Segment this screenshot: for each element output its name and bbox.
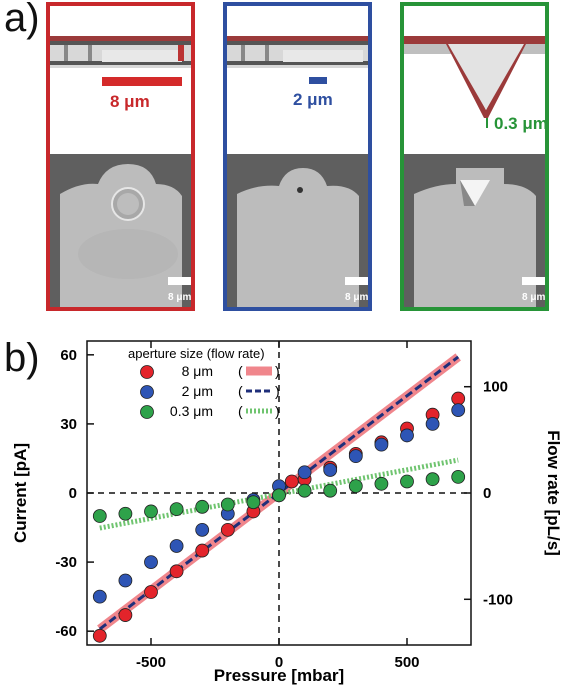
legend-paren-close: ) (275, 403, 280, 419)
data-point-series-1 (348, 449, 363, 464)
data-point-series-1 (425, 417, 440, 431)
cross-section-diagram: 0.3 μm (404, 6, 545, 154)
legend-label: 8 μm (182, 363, 213, 379)
data-point-series-2 (92, 509, 107, 523)
y-tick-label: 60 (60, 347, 77, 364)
aperture-size-label: 0.3 μm (494, 114, 548, 133)
y-tick-label: -60 (55, 623, 77, 640)
panel-a-label: a) (4, 0, 40, 40)
data-point-series-2 (195, 499, 210, 514)
data-point-series-1 (323, 463, 338, 477)
data-point-series-1 (92, 589, 107, 604)
legend-marker (140, 385, 154, 399)
panel-b-label: b) (4, 336, 40, 380)
data-point-series-2 (348, 479, 363, 493)
legend-paren-close: ) (275, 363, 280, 379)
flow-rate-line-2 (99, 457, 459, 531)
data-point-series-0 (92, 628, 107, 643)
data-point-series-2 (400, 474, 414, 489)
data-point-series-2 (297, 483, 312, 498)
data-point-series-1 (451, 403, 466, 417)
legend-marker (140, 405, 154, 419)
pyramid-cross-section (404, 36, 545, 118)
aperture-frame-8um: 8 μm 8 μm (46, 2, 195, 311)
legend-paren-open: ( (238, 363, 243, 379)
aperture-size-label: 8 μm (110, 92, 150, 111)
aperture-size-label: 2 μm (293, 90, 333, 109)
data-point-series-2 (425, 472, 440, 487)
y2-tick-label: 100 (483, 379, 508, 396)
scale-bar-0.3um (486, 118, 488, 128)
legend-marker (140, 365, 154, 379)
legend-paren-close: ) (275, 383, 280, 399)
cross-section-diagram: 2 μm (227, 6, 368, 154)
legend-label: 2 μm (182, 383, 213, 399)
data-point-series-0 (118, 608, 133, 622)
x-tick-label: 0 (275, 654, 283, 671)
y-axis-label: Current [pA] (11, 443, 30, 543)
sem-image: 8 μm (404, 154, 545, 307)
scale-bar-8um (102, 77, 182, 86)
aperture-frame-0.3um: 0.3 μm 8 μm (400, 2, 549, 311)
data-point-series-2 (169, 502, 184, 517)
data-point-series-1 (195, 522, 210, 537)
data-point-series-2 (118, 506, 133, 521)
x-tick-label: -500 (136, 654, 166, 671)
y-tick-label: -30 (55, 554, 77, 571)
data-point-series-1 (118, 573, 133, 588)
data-point-series-0 (220, 522, 235, 537)
data-point-series-0 (195, 543, 210, 558)
y-tick-label: 0 (69, 485, 77, 502)
data-point-series-2 (323, 483, 338, 498)
x-axis-label: Pressure [mbar] (214, 666, 344, 685)
data-point-series-2 (374, 476, 389, 491)
y2-axis-label: Flow rate [pL/s] (544, 430, 563, 556)
y-tick-label: 30 (60, 416, 77, 433)
data-point-series-0 (451, 391, 466, 406)
data-point-series-0 (144, 585, 158, 599)
scale-bar-label: 8 μm (345, 292, 369, 303)
legend-title: aperture size (flow rate) (128, 346, 265, 361)
membrane-cross-section (50, 36, 191, 68)
data-point-series-1 (169, 539, 184, 553)
data-point-series-2 (246, 495, 261, 510)
aperture-frame-2um: 2 μm 8 μm (223, 2, 372, 311)
membrane-cross-section (227, 36, 368, 68)
scale-bar-label: 8 μm (522, 292, 546, 303)
cross-section-diagram: 8 μm (50, 6, 191, 154)
data-point-series-1 (144, 555, 158, 569)
data-point-series-2 (144, 504, 158, 519)
y2-tick-label: 0 (483, 485, 491, 502)
scale-bar-2um (309, 77, 327, 84)
flow-rate-line-1 (98, 355, 460, 631)
legend-label: 0.3 μm (170, 403, 213, 419)
data-point-series-2 (220, 497, 235, 512)
legend-paren-open: ( (238, 383, 243, 399)
y2-tick-label: -100 (483, 591, 513, 608)
data-point-series-0 (284, 474, 299, 489)
data-point-series-1 (400, 428, 414, 443)
data-point-series-1 (374, 437, 389, 452)
x-tick-label: 500 (394, 654, 419, 671)
data-point-series-2 (451, 469, 466, 484)
scale-bar-label: 8 μm (168, 292, 192, 303)
legend-paren-open: ( (238, 403, 243, 419)
data-point-series-1 (297, 465, 312, 480)
sem-image: 8 μm (227, 154, 368, 307)
sem-image: 8 μm (50, 154, 191, 307)
data-point-series-2 (272, 488, 286, 503)
data-point-series-0 (169, 564, 184, 579)
